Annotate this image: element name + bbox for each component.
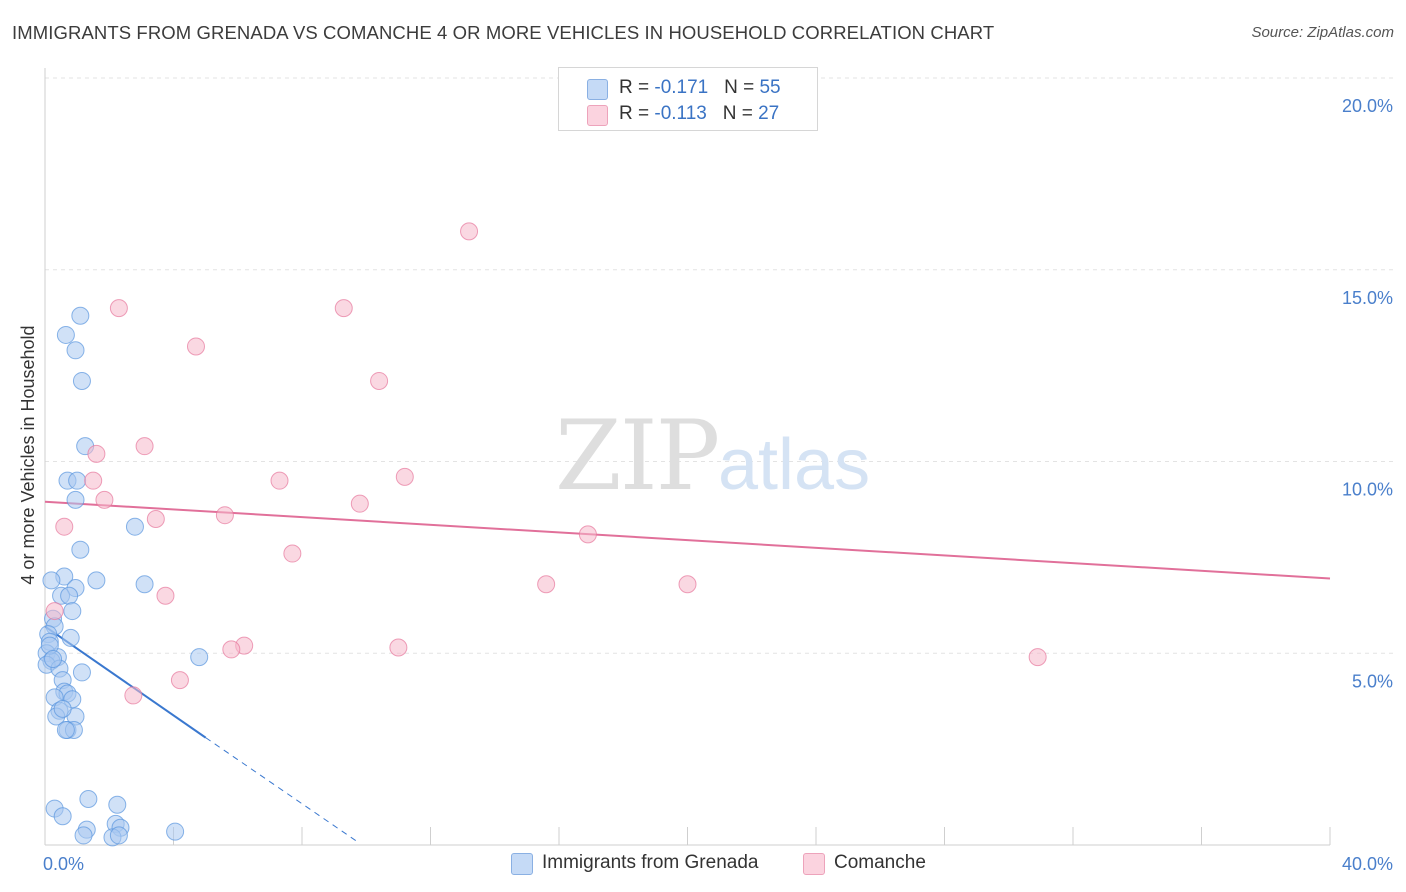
comanche-trendline <box>44 500 1331 580</box>
legend-label-comanche: Comanche <box>834 852 926 873</box>
data-points <box>37 222 1047 847</box>
grenada-point <box>190 648 209 667</box>
stats-legend: R = -0.171 N = 55 R = -0.113 N = 27 <box>558 67 818 131</box>
grenada-point <box>68 471 87 490</box>
comanche-point <box>678 575 697 594</box>
comanche-point <box>395 467 414 486</box>
series-legend: Immigrants from Grenada Comanche <box>0 851 1406 877</box>
grenada-point <box>63 602 82 621</box>
comanche-point <box>55 517 74 536</box>
y-axis-label: 4 or more Vehicles in Household <box>18 325 38 584</box>
y-tick-label: 15.0% <box>1342 288 1393 308</box>
n-label: N = <box>722 103 759 124</box>
axes <box>44 68 1331 846</box>
grenada-point <box>71 306 90 325</box>
r-label: R = <box>619 77 655 98</box>
grenada-point <box>60 586 79 605</box>
grenada-point <box>66 341 85 360</box>
comanche-point <box>45 602 64 621</box>
grenada-point <box>87 571 106 590</box>
comanche-point <box>334 299 353 318</box>
comanche-point <box>84 471 103 490</box>
legend-swatch-grenada <box>511 853 533 875</box>
stats-text-comanche: R = -0.113 N = 27 <box>619 103 779 125</box>
grenada-point <box>109 826 128 845</box>
grenada-point <box>53 807 72 826</box>
comanche-point <box>124 686 143 705</box>
grenada-point <box>72 663 91 682</box>
comanche-point <box>95 490 114 509</box>
comanche-point <box>146 510 165 529</box>
grenada-point <box>135 575 154 594</box>
legend-swatch-comanche <box>803 853 825 875</box>
grenada-point <box>56 720 75 739</box>
grenada-point <box>72 371 91 390</box>
legend-swatch-comanche <box>587 105 608 126</box>
legend-label-grenada: Immigrants from Grenada <box>542 852 759 873</box>
comanche-point <box>186 337 205 356</box>
watermark-zip: ZIP <box>555 400 718 512</box>
y-tick-label: 5.0% <box>1352 671 1393 691</box>
grenada-point <box>56 325 75 344</box>
n-label: N = <box>724 77 760 98</box>
comanche-point <box>222 640 241 659</box>
grenada-point <box>53 699 72 718</box>
y-tick-label: 20.0% <box>1342 96 1393 116</box>
n-value: 55 <box>759 77 781 98</box>
source-label: Source: ZipAtlas.com <box>1251 24 1394 41</box>
comanche-point <box>283 544 302 563</box>
comanche-point <box>215 506 234 525</box>
watermark: ZIP atlas <box>555 400 870 512</box>
comanche-point <box>537 575 556 594</box>
grenada-point <box>108 795 127 814</box>
grid-lines <box>45 77 1395 654</box>
watermark-atlas: atlas <box>718 425 870 505</box>
comanche-point <box>270 471 289 490</box>
comanche-point <box>109 299 128 318</box>
grenada-point <box>79 789 98 808</box>
r-label: R = <box>619 103 655 124</box>
comanche-point <box>1028 648 1047 667</box>
x-tick-label: 0.0% <box>43 854 84 874</box>
grenada-point <box>74 826 93 845</box>
comanche-point <box>350 494 369 513</box>
grenada-point <box>166 822 185 841</box>
tick-labels: 5.0% 10.0% 15.0% 20.0% 0.0% 40.0% <box>43 96 1393 874</box>
grenada-point <box>125 517 144 536</box>
comanche-point <box>135 437 154 456</box>
grenada-point <box>44 650 63 669</box>
legend-swatch-grenada <box>587 79 608 100</box>
y-tick-label: 10.0% <box>1342 480 1393 500</box>
grenada-trendline-extension <box>205 737 357 842</box>
r-value: -0.113 <box>654 103 707 124</box>
grenada-point <box>66 490 85 509</box>
grenada-point <box>42 571 61 590</box>
comanche-point <box>578 525 597 544</box>
comanche-point <box>156 586 175 605</box>
r-value: -0.171 <box>654 77 709 98</box>
chart-title: IMMIGRANTS FROM GRENADA VS COMANCHE 4 OR… <box>12 22 995 43</box>
comanche-point <box>87 444 106 463</box>
stats-text-grenada: R = -0.171 N = 55 <box>619 77 781 99</box>
comanche-point <box>460 222 479 241</box>
comanche-point <box>370 371 389 390</box>
comanche-point <box>389 638 408 657</box>
n-value: 27 <box>758 103 780 124</box>
x-tick-label: 40.0% <box>1342 854 1393 874</box>
trendlines <box>44 500 1331 842</box>
comanche-point <box>170 671 189 690</box>
grenada-point <box>61 628 80 647</box>
grenada-point <box>71 540 90 559</box>
